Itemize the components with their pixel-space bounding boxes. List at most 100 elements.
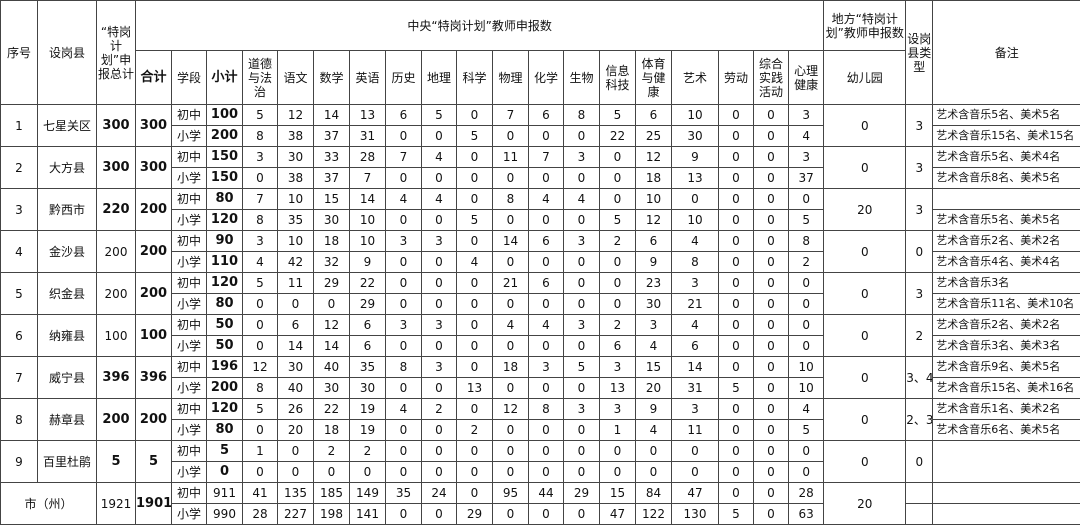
subject-count: 0 [789, 315, 824, 336]
subtotal: 80 [207, 420, 243, 441]
subject-count: 47 [600, 504, 636, 525]
subject-count: 6 [529, 273, 564, 294]
subject-count: 3 [386, 315, 422, 336]
note: 艺术含音乐9名、美术5名 [933, 357, 1080, 378]
subject-count: 21 [493, 273, 529, 294]
note [933, 189, 1080, 210]
subject-count: 0 [564, 336, 600, 357]
subject-count: 40 [314, 357, 350, 378]
subject-count: 0 [719, 357, 754, 378]
subject-count: 0 [529, 504, 564, 525]
subject-count: 0 [564, 252, 600, 273]
subject-count: 0 [529, 252, 564, 273]
subject-count: 4 [422, 147, 457, 168]
subject-count: 0 [243, 315, 278, 336]
subject-count: 0 [529, 126, 564, 147]
subject-count: 10 [350, 210, 386, 231]
subject-count: 0 [314, 462, 350, 483]
subject-count: 30 [672, 126, 719, 147]
subject-count: 7 [243, 189, 278, 210]
header-county: 设岗县 [38, 1, 97, 105]
header-subject: 历史 [386, 51, 422, 105]
subject-count: 14 [350, 189, 386, 210]
subject-count: 0 [564, 378, 600, 399]
subject-count: 0 [422, 504, 457, 525]
note: 艺术含音乐5名、美术4名 [933, 147, 1080, 168]
county-type: 0 [906, 231, 933, 273]
subject-count: 0 [754, 210, 789, 231]
subject-count: 15 [314, 189, 350, 210]
county-type [906, 504, 933, 525]
subject-count: 14 [493, 231, 529, 252]
subject-count: 13 [457, 378, 493, 399]
subject-count: 30 [314, 210, 350, 231]
stage: 小学 [172, 210, 207, 231]
subject-count: 2 [600, 315, 636, 336]
central-sum: 200 [136, 273, 172, 315]
subject-count: 185 [314, 483, 350, 504]
header-no: 序号 [1, 1, 38, 105]
note: 艺术含音乐4名、美术4名 [933, 252, 1080, 273]
subject-count: 14 [278, 336, 314, 357]
subject-count: 15 [600, 483, 636, 504]
subject-count: 0 [719, 399, 754, 420]
subject-count: 0 [564, 462, 600, 483]
subject-count: 0 [529, 336, 564, 357]
subject-count: 0 [457, 273, 493, 294]
stage: 初中 [172, 231, 207, 252]
county-type: 3 [906, 105, 933, 147]
subject-count: 8 [672, 252, 719, 273]
subject-count: 135 [278, 483, 314, 504]
subject-count: 8 [529, 399, 564, 420]
subject-count: 4 [636, 420, 672, 441]
subject-count: 0 [422, 441, 457, 462]
subject-count: 0 [754, 315, 789, 336]
subject-count: 14 [672, 357, 719, 378]
subject-count: 4 [564, 189, 600, 210]
subject-count: 6 [278, 315, 314, 336]
subject-count: 4 [493, 315, 529, 336]
row-no: 3 [1, 189, 38, 231]
subject-count: 0 [457, 168, 493, 189]
subject-count: 0 [754, 357, 789, 378]
subject-count: 0 [600, 147, 636, 168]
subject-count: 0 [457, 462, 493, 483]
application-total: 300 [97, 147, 136, 189]
county-type: 3 [906, 273, 933, 315]
subject-count: 3 [422, 315, 457, 336]
header-subject: 化学 [529, 51, 564, 105]
kindergarten-count: 0 [824, 273, 906, 315]
subtotal: 120 [207, 210, 243, 231]
subject-count: 0 [564, 273, 600, 294]
subject-count: 0 [493, 126, 529, 147]
stage: 小学 [172, 336, 207, 357]
subject-count: 0 [314, 294, 350, 315]
county-type: 3 [906, 189, 933, 231]
subject-count: 0 [754, 168, 789, 189]
subject-count: 29 [314, 273, 350, 294]
subject-count: 29 [564, 483, 600, 504]
header-subject: 综合实践活动 [754, 51, 789, 105]
subtotal: 911 [207, 483, 243, 504]
subject-count: 0 [457, 336, 493, 357]
subject-count: 0 [386, 378, 422, 399]
subject-count: 8 [243, 126, 278, 147]
subject-count: 2 [314, 441, 350, 462]
row-no: 8 [1, 399, 38, 441]
subject-count: 95 [493, 483, 529, 504]
subject-count: 29 [457, 504, 493, 525]
subject-count: 12 [243, 357, 278, 378]
note: 艺术含音乐3名、美术3名 [933, 336, 1080, 357]
subject-count: 0 [422, 336, 457, 357]
subject-count: 3 [529, 357, 564, 378]
subtotal: 50 [207, 336, 243, 357]
subject-count: 3 [386, 231, 422, 252]
subject-count: 0 [422, 420, 457, 441]
note: 艺术含音乐2名、美术2名 [933, 315, 1080, 336]
stage: 初中 [172, 441, 207, 462]
header-stage: 学段 [172, 51, 207, 105]
